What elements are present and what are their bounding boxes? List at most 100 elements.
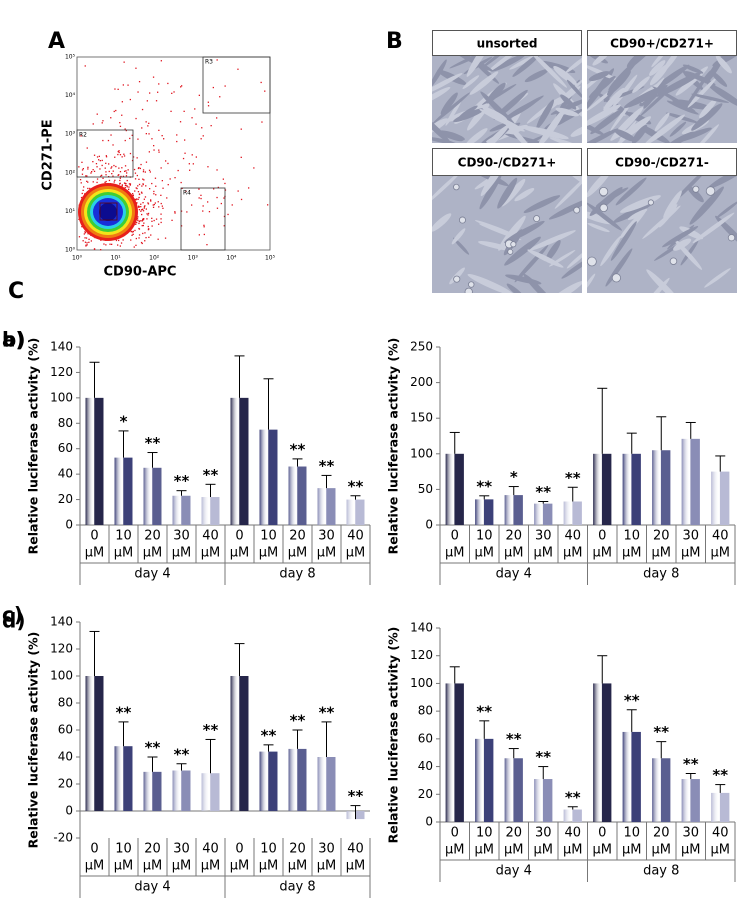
x-tick-unit: µM	[172, 859, 192, 874]
event-dot	[135, 223, 137, 225]
event-dot	[141, 185, 143, 187]
y-tick-label: 60	[58, 723, 73, 737]
event-dot	[180, 86, 182, 88]
event-dot	[139, 167, 141, 170]
x-tick-unit: µM	[563, 546, 583, 561]
event-dot	[264, 90, 266, 92]
significance: **	[203, 721, 219, 739]
event-dot	[143, 179, 145, 181]
x-tick-unit: µM	[346, 859, 366, 874]
cell	[691, 103, 723, 131]
event-dot	[119, 245, 121, 247]
x-axis-label: CD90-APC	[104, 265, 177, 280]
cell	[643, 277, 670, 293]
cell	[673, 238, 692, 251]
event-dot	[140, 203, 142, 205]
cell	[548, 197, 582, 220]
cell-layer	[587, 56, 737, 143]
event-dot	[92, 161, 94, 163]
event-dot	[146, 218, 148, 220]
cell	[528, 230, 576, 251]
x-tick-unit: µM	[681, 843, 701, 858]
cell	[504, 220, 545, 244]
event-dot	[105, 174, 107, 176]
event-dot	[124, 186, 126, 189]
event-dot	[87, 233, 89, 235]
panel-label: c)	[2, 603, 23, 627]
x-tick-label: 40	[712, 826, 729, 841]
event-dot	[81, 169, 84, 171]
event-dot	[137, 198, 139, 200]
event-dot	[132, 193, 134, 195]
significance: **	[174, 745, 190, 763]
bar	[711, 792, 730, 822]
event-dot	[142, 183, 144, 186]
bar	[593, 683, 612, 822]
event-dot	[141, 242, 143, 245]
event-dot	[119, 179, 121, 182]
round-cell	[692, 185, 700, 193]
event-dot	[126, 186, 128, 188]
event-dot	[138, 220, 140, 223]
x-tick-label: 10	[623, 826, 640, 841]
bar	[534, 503, 553, 525]
event-dot	[93, 170, 96, 172]
significance: **	[116, 703, 132, 721]
y-tick-label: 20	[58, 777, 73, 791]
x-tick-label: 10	[476, 826, 493, 841]
event-dot	[158, 206, 160, 208]
y-tick-label: 20	[58, 492, 73, 506]
bar-chart: b) Relative luciferase activity (%) 050100…	[2, 328, 736, 585]
event-dot	[141, 213, 143, 216]
event-dot	[126, 179, 128, 182]
y-axis-label: Relative luciferase activity (%)	[386, 338, 401, 555]
significance: **	[174, 472, 190, 490]
cell	[613, 128, 637, 142]
y-tick-label: 0	[65, 804, 73, 818]
event-dot	[99, 168, 101, 170]
event-dot	[160, 213, 162, 215]
event-dot	[167, 162, 169, 165]
event-dot	[144, 240, 146, 242]
y-tick-label: 150	[410, 411, 433, 425]
y-tick-label: 0	[65, 518, 73, 532]
event-dot	[121, 167, 123, 169]
cell	[555, 107, 579, 117]
event-dot	[126, 185, 128, 187]
y-axis-label: Relative luciferase activity (%)	[386, 627, 401, 844]
event-dot	[207, 201, 209, 203]
event-dot	[111, 166, 113, 168]
significance: **	[683, 755, 699, 773]
event-dot	[224, 189, 227, 191]
event-dot	[115, 239, 118, 242]
bar	[534, 779, 553, 822]
cell	[432, 86, 451, 106]
gate-label: R3	[205, 59, 213, 66]
cell	[524, 68, 549, 83]
event-dot	[142, 224, 144, 227]
event-dot	[150, 200, 152, 202]
event-dot	[253, 167, 255, 169]
event-dot	[143, 222, 145, 224]
event-dot	[84, 241, 87, 243]
event-dot	[78, 218, 80, 220]
event-dot	[173, 91, 175, 93]
x-tick-label: 0	[235, 529, 243, 544]
bar	[445, 683, 464, 822]
x-tick-label: 40	[347, 842, 364, 857]
event-dot	[119, 182, 121, 184]
event-dot	[124, 139, 126, 142]
y-tick-label: 40	[58, 750, 73, 764]
cell	[545, 240, 561, 262]
event-dot	[104, 167, 106, 169]
x-tick-unit: µM	[143, 859, 163, 874]
event-dot	[121, 185, 123, 187]
cell	[432, 59, 447, 89]
event-dot	[198, 94, 200, 96]
x-tick-unit: µM	[172, 546, 192, 561]
event-dot	[141, 127, 143, 129]
x-tick-unit: µM	[288, 546, 308, 561]
group-label: day 8	[279, 880, 315, 895]
event-dot	[155, 185, 157, 187]
bar-chart: a) Relative luciferase activity (%) 0 20 40 6…	[2, 328, 371, 585]
